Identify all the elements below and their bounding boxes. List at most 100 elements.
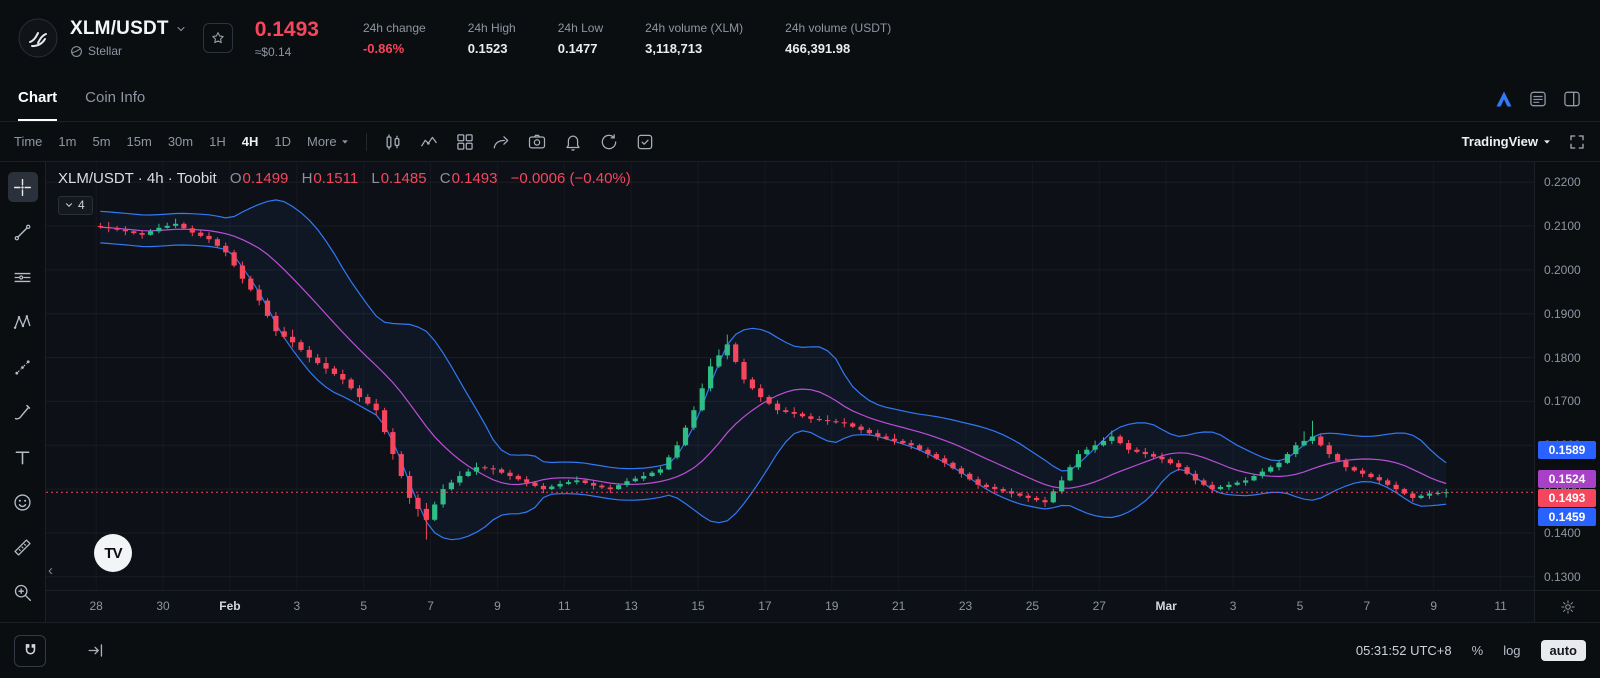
interval-5m[interactable]: 5m: [92, 134, 110, 149]
legend-close-label: C: [440, 170, 451, 187]
legend-low-value: 0.1485: [381, 170, 427, 187]
stat-value-high: 0.1523: [468, 41, 516, 56]
price-tick: 0.1400: [1544, 526, 1581, 540]
indicators-icon[interactable]: [419, 132, 439, 152]
price-tick: 0.1800: [1544, 351, 1581, 365]
brush-tool[interactable]: [8, 397, 38, 427]
gear-icon[interactable]: [1560, 599, 1576, 615]
snapshot-icon[interactable]: [527, 132, 547, 152]
goto-date-button[interactable]: [86, 641, 105, 660]
time-tick: Mar: [1150, 599, 1182, 613]
legend-title: XLM/USDT · 4h · Toobit: [58, 170, 217, 187]
time-tick: 9: [481, 599, 513, 613]
more-intervals-button[interactable]: More: [307, 134, 350, 149]
orderbook-panel-icon[interactable]: [1528, 89, 1548, 109]
magnet-mode-button[interactable]: [14, 635, 46, 667]
time-tick: 9: [1418, 599, 1450, 613]
log-scale-button[interactable]: log: [1503, 643, 1520, 658]
time-tick: 11: [548, 599, 580, 613]
time-tick: 30: [147, 599, 179, 613]
time-tick: 21: [883, 599, 915, 613]
zoom-in-tool[interactable]: [8, 577, 38, 607]
time-tick: 3: [281, 599, 313, 613]
layout-panel-icon[interactable]: [1562, 89, 1582, 109]
stat-label: 24h volume (XLM): [645, 21, 743, 35]
time-tick: 7: [1351, 599, 1383, 613]
clock: 05:31:52 UTC+8: [1356, 643, 1452, 658]
time-axis[interactable]: 2830Feb3579111315171921232527Mar357911: [46, 590, 1534, 622]
magnet-icon: [21, 641, 40, 660]
chart-footer: 05:31:52 UTC+8 % log auto: [0, 622, 1600, 678]
edit-icon[interactable]: [635, 132, 655, 152]
emoji-tool[interactable]: [8, 487, 38, 517]
percent-scale-button[interactable]: %: [1472, 643, 1484, 658]
price-label-chip: 0.1524: [1538, 470, 1596, 488]
tab-chart[interactable]: Chart: [18, 76, 57, 121]
price-label-chip: 0.1459: [1538, 508, 1596, 526]
header: XLM/USDT Stellar 0.1493 ≈$0.14 24h chang…: [0, 0, 1600, 76]
symbol-title[interactable]: XLM/USDT: [70, 18, 169, 40]
interval-15m[interactable]: 15m: [127, 134, 152, 149]
star-icon: [210, 30, 226, 46]
interval-1h[interactable]: 1H: [209, 134, 226, 149]
candle-style-icon[interactable]: [383, 132, 403, 152]
chart-toolbar: Time 1m 5m 15m 30m 1H 4H 1D More: [0, 122, 1600, 162]
time-tick: 23: [950, 599, 982, 613]
projection-tool[interactable]: [8, 352, 38, 382]
horizontal-lines-tool[interactable]: [8, 262, 38, 292]
alert-icon[interactable]: [563, 132, 583, 152]
interval-30m[interactable]: 30m: [168, 134, 193, 149]
grid-layout-icon[interactable]: [455, 132, 475, 152]
crosshair-tool[interactable]: [8, 172, 38, 202]
xabcd-pattern-tool[interactable]: [8, 307, 38, 337]
price-tick: 0.1700: [1544, 394, 1581, 408]
tradingview-watermark[interactable]: TV: [94, 534, 132, 572]
axis-settings-corner: [1535, 590, 1600, 622]
price-axis[interactable]: 0.22000.21000.20000.19000.18000.17000.16…: [1534, 162, 1600, 622]
refresh-icon[interactable]: [599, 132, 619, 152]
legend-low-label: L: [371, 170, 379, 187]
price-usd-equiv: ≈$0.14: [255, 45, 319, 59]
interval-1m[interactable]: 1m: [58, 134, 76, 149]
symbol-dropdown-icon[interactable]: [175, 23, 187, 35]
trend-line-tool[interactable]: [8, 217, 38, 247]
time-tick: 27: [1083, 599, 1115, 613]
price-tick: 0.2000: [1544, 263, 1581, 277]
share-icon[interactable]: [491, 132, 511, 152]
alpha-icon[interactable]: [1494, 89, 1514, 109]
toolbar-collapse-chevron[interactable]: ‹: [48, 562, 53, 579]
time-tick: 11: [1485, 599, 1517, 613]
time-tick: 3: [1217, 599, 1249, 613]
candlestick-chart[interactable]: [46, 162, 1534, 590]
goto-date-icon: [86, 641, 105, 660]
time-tick: Feb: [214, 599, 246, 613]
interval-4h[interactable]: 4H: [242, 134, 259, 149]
indicator-count: 4: [78, 198, 85, 212]
time-tick: 15: [682, 599, 714, 613]
stat-label: 24h High: [468, 21, 516, 35]
time-tick: 13: [615, 599, 647, 613]
chart-plot-area[interactable]: XLM/USDT · 4h · Toobit O0.1499 H0.1511 L…: [46, 162, 1534, 622]
time-tick: 28: [80, 599, 112, 613]
stat-label: 24h Low: [558, 21, 603, 35]
stat-value-volume-base: 3,118,713: [645, 41, 743, 56]
time-tick: 17: [749, 599, 781, 613]
time-label: Time: [14, 134, 42, 149]
favorite-star-button[interactable]: [203, 23, 233, 53]
ruler-tool[interactable]: [8, 532, 38, 562]
legend-change-value: −0.0006 (−0.40%): [511, 170, 631, 187]
ticker-stats: 24h change -0.86% 24h High 0.1523 24h Lo…: [363, 21, 891, 56]
drawing-toolbar: [0, 162, 46, 622]
tab-coin-info[interactable]: Coin Info: [85, 76, 145, 121]
network-label: Stellar: [88, 44, 122, 58]
auto-scale-button[interactable]: auto: [1541, 640, 1586, 661]
time-tick: 5: [348, 599, 380, 613]
legend-collapse-chip[interactable]: 4: [58, 196, 93, 215]
interval-1d[interactable]: 1D: [274, 134, 291, 149]
tradingview-menu[interactable]: TradingView: [1462, 134, 1552, 149]
time-tick: 7: [415, 599, 447, 613]
chevron-down-icon: [340, 137, 350, 147]
fullscreen-icon[interactable]: [1568, 133, 1586, 151]
text-tool[interactable]: [8, 442, 38, 472]
stat-label: 24h volume (USDT): [785, 21, 891, 35]
